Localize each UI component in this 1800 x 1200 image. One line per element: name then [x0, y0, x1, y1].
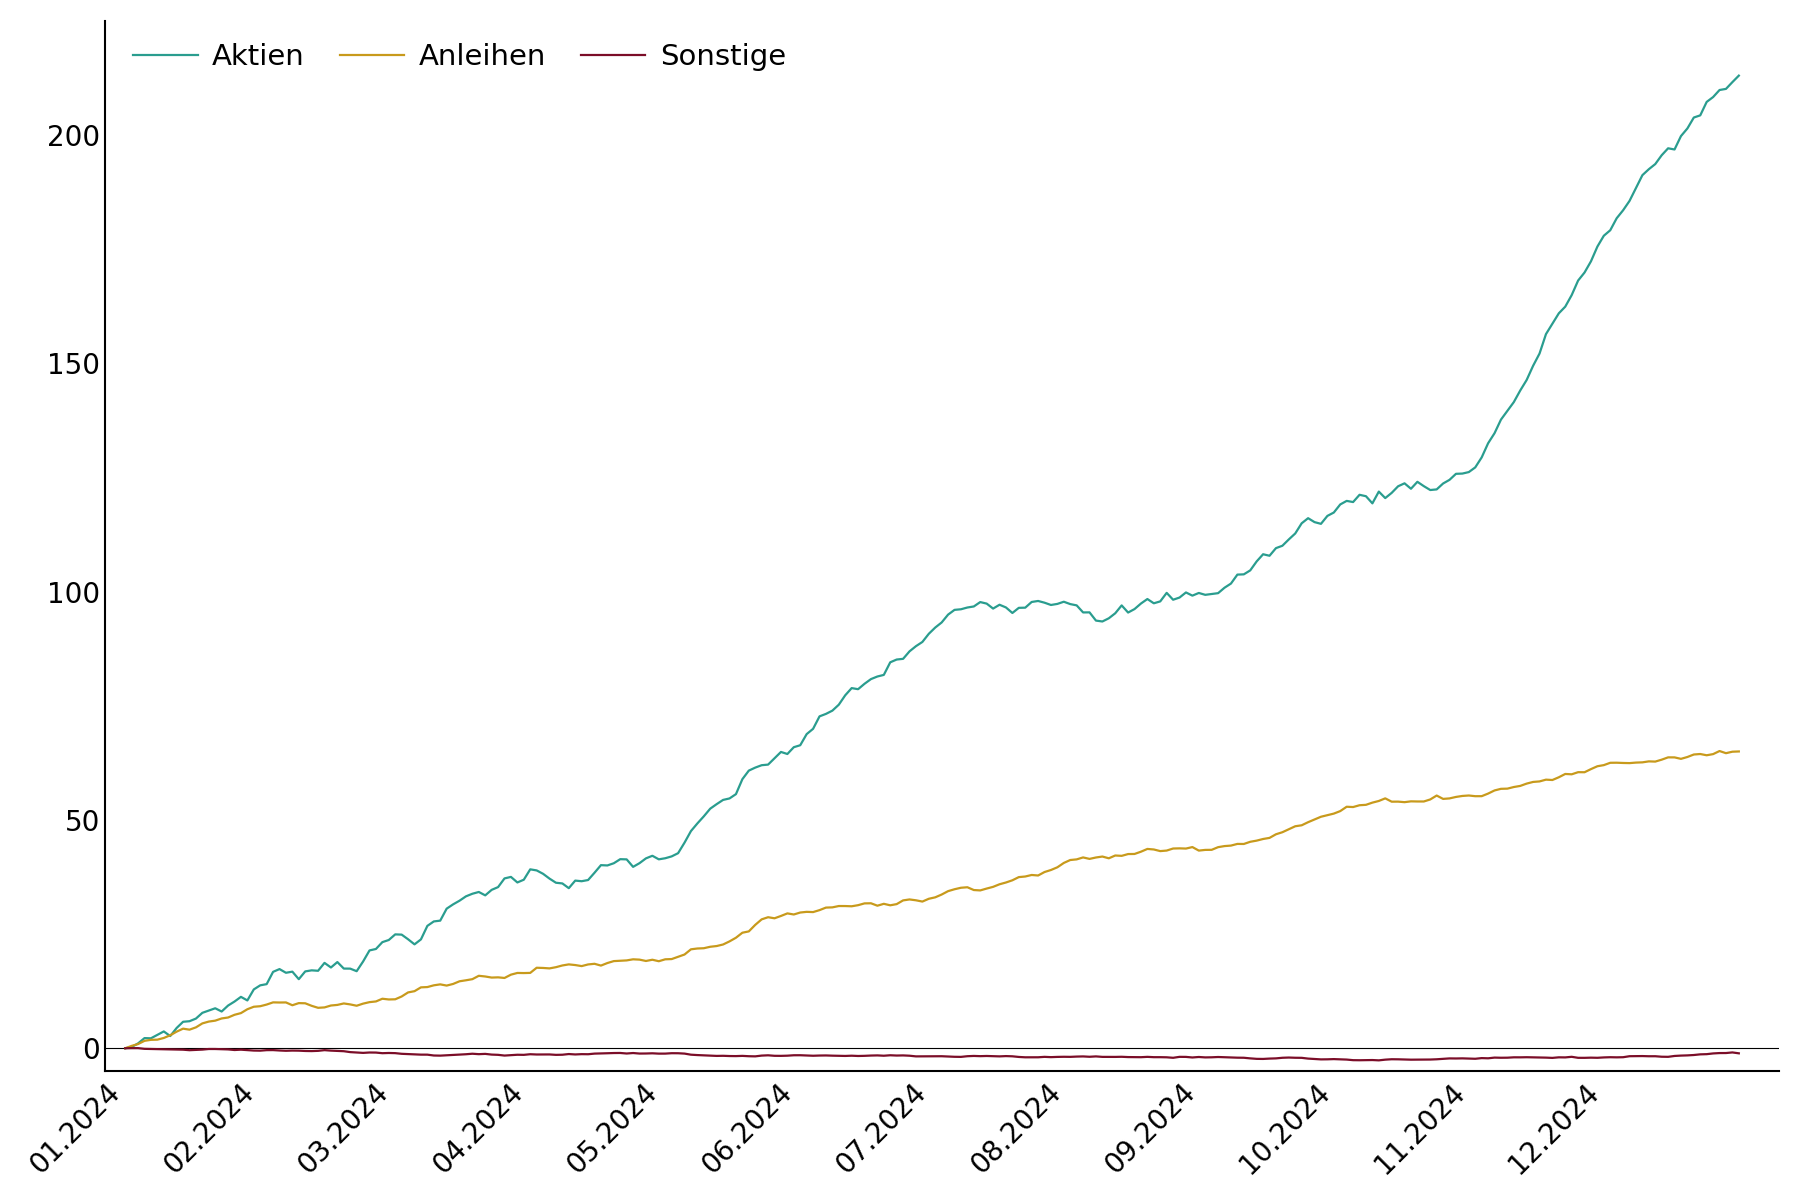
Aktien: [115, 1042, 137, 1056]
Sonstige: [1406, 1052, 1427, 1067]
Sonstige: [603, 1046, 625, 1061]
Anleihen: [1728, 744, 1750, 758]
Aktien: [1728, 68, 1750, 83]
Anleihen: [1690, 746, 1712, 761]
Sonstige: [128, 1040, 149, 1055]
Aktien: [1690, 108, 1712, 122]
Aktien: [1393, 476, 1415, 491]
Line: Sonstige: Sonstige: [126, 1048, 1739, 1061]
Anleihen: [146, 1032, 167, 1046]
Anleihen: [596, 956, 617, 971]
Sonstige: [1368, 1054, 1390, 1068]
Aktien: [596, 858, 617, 872]
Anleihen: [1246, 834, 1267, 848]
Line: Anleihen: Anleihen: [126, 751, 1739, 1049]
Sonstige: [153, 1042, 175, 1056]
Sonstige: [1703, 1046, 1724, 1061]
Sonstige: [1150, 1050, 1172, 1064]
Anleihen: [115, 1042, 137, 1056]
Anleihen: [1393, 794, 1415, 809]
Anleihen: [1708, 744, 1730, 758]
Legend: Aktien, Anleihen, Sonstige: Aktien, Anleihen, Sonstige: [122, 31, 797, 83]
Aktien: [146, 1027, 167, 1042]
Aktien: [1246, 554, 1267, 569]
Anleihen: [1143, 842, 1165, 857]
Sonstige: [1728, 1046, 1750, 1061]
Sonstige: [115, 1042, 137, 1056]
Sonstige: [1253, 1051, 1274, 1066]
Aktien: [1143, 596, 1165, 611]
Line: Aktien: Aktien: [126, 76, 1739, 1049]
